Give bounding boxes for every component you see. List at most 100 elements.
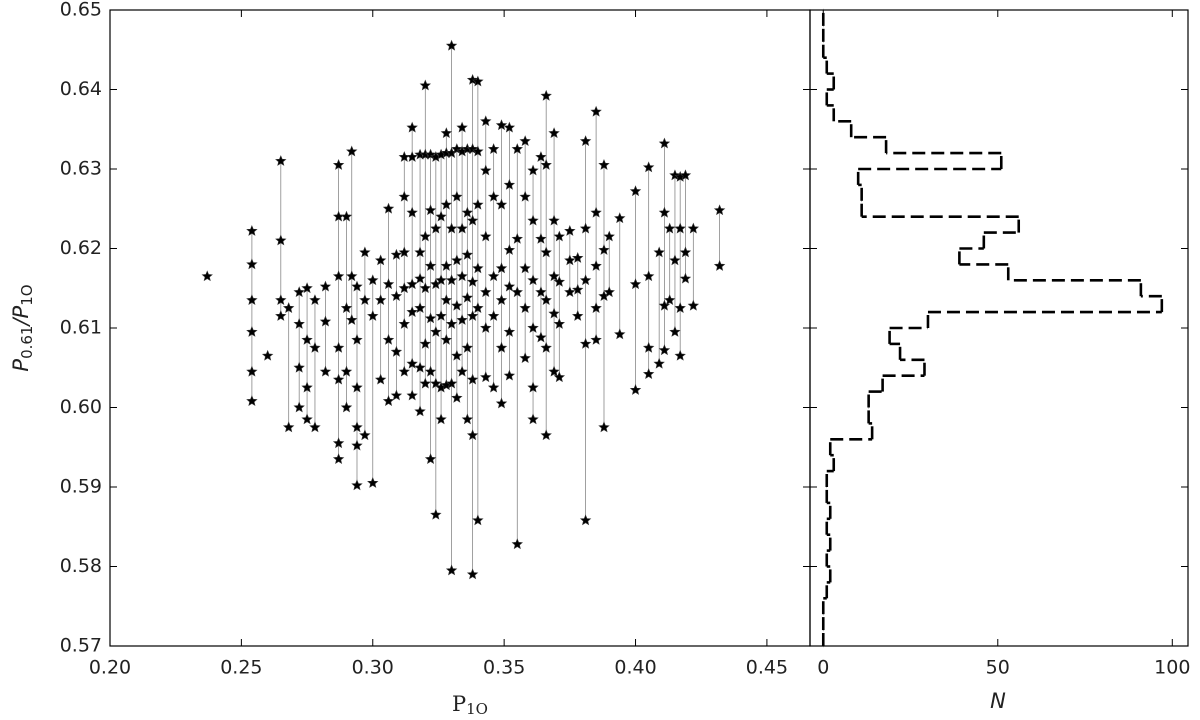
star-point xyxy=(456,222,468,234)
y-label-num: P xyxy=(9,359,33,372)
star-point xyxy=(332,437,345,449)
star-point xyxy=(503,244,516,255)
star-point xyxy=(301,413,313,425)
x-tick-label: 0.40 xyxy=(614,657,656,679)
star-point xyxy=(679,272,692,284)
star-point xyxy=(351,479,363,491)
star-point xyxy=(527,413,539,425)
star-point xyxy=(472,514,484,526)
x-tick-label: 0.35 xyxy=(483,657,525,679)
star-point xyxy=(687,299,700,311)
star-point xyxy=(564,254,576,266)
star-point xyxy=(435,413,447,425)
star-point xyxy=(642,161,655,173)
star-point xyxy=(309,421,321,433)
star-point xyxy=(495,294,508,306)
star-point xyxy=(653,246,665,258)
star-point xyxy=(246,258,258,270)
star-point xyxy=(480,286,492,298)
star-point xyxy=(527,214,539,226)
star-point xyxy=(579,222,592,234)
x-tick-label: 100 xyxy=(1154,657,1190,679)
star-point xyxy=(424,312,437,324)
star-point xyxy=(451,254,463,266)
star-point xyxy=(456,365,468,377)
star-point xyxy=(572,252,584,263)
star-point xyxy=(540,89,552,101)
star-point xyxy=(674,222,686,234)
star-point xyxy=(527,164,539,176)
star-point xyxy=(351,333,363,345)
star-point xyxy=(553,371,566,383)
star-point xyxy=(590,260,602,271)
star-point xyxy=(398,282,410,294)
y-label-den: /P xyxy=(9,305,33,327)
star-point xyxy=(461,341,474,353)
y-tick-label: 0.60 xyxy=(60,396,102,418)
star-point xyxy=(466,429,479,441)
star-point xyxy=(445,377,458,389)
star-point xyxy=(435,274,447,286)
star-point xyxy=(480,322,492,333)
y-tick-label: 0.57 xyxy=(60,635,102,657)
star-point xyxy=(419,79,432,91)
x-tick-label: 0.45 xyxy=(746,657,788,679)
star-point xyxy=(346,314,358,325)
star-point xyxy=(713,204,726,216)
star-point xyxy=(419,282,432,294)
star-point xyxy=(495,119,508,131)
x-tick-label: 0.25 xyxy=(220,657,262,679)
star-point xyxy=(332,453,345,465)
x-tick-label: 0.30 xyxy=(352,657,394,679)
star-point xyxy=(382,278,395,290)
star-point xyxy=(246,365,258,377)
star-point xyxy=(548,365,560,377)
star-point xyxy=(246,294,258,306)
star-point xyxy=(374,254,387,266)
star-point xyxy=(579,274,592,286)
star-point xyxy=(598,421,610,433)
star-point xyxy=(246,225,258,236)
star-point xyxy=(614,328,626,340)
star-point xyxy=(548,270,560,282)
star-point xyxy=(487,190,500,202)
star-point xyxy=(340,302,353,313)
star-point xyxy=(519,135,531,147)
star-point xyxy=(406,357,418,369)
star-point xyxy=(564,225,576,236)
star-point xyxy=(430,325,442,337)
star-point xyxy=(332,341,345,353)
star-point xyxy=(480,230,492,242)
star-point xyxy=(461,291,474,303)
star-point xyxy=(301,381,313,393)
star-point xyxy=(390,389,403,401)
star-point xyxy=(346,270,358,282)
star-point xyxy=(440,333,453,345)
star-point xyxy=(572,283,584,295)
star-point xyxy=(445,564,458,576)
star-point xyxy=(503,325,516,337)
star-point xyxy=(390,290,403,302)
star-point xyxy=(480,115,492,127)
star-point xyxy=(456,270,468,282)
star-point xyxy=(424,365,437,377)
star-point xyxy=(674,349,686,361)
y-tick-label: 0.63 xyxy=(60,158,102,180)
star-point xyxy=(351,381,363,393)
star-point xyxy=(367,274,379,286)
star-point xyxy=(590,206,602,218)
star-point xyxy=(374,294,387,306)
star-point xyxy=(658,299,671,311)
star-point xyxy=(519,190,531,202)
star-point xyxy=(466,373,479,385)
star-point xyxy=(540,159,552,170)
star-point xyxy=(653,357,665,369)
star-point xyxy=(382,202,395,214)
star-point xyxy=(540,246,552,258)
star-point xyxy=(398,318,410,329)
y-tick-label: 0.59 xyxy=(60,476,102,498)
star-point xyxy=(658,137,671,149)
star-point xyxy=(430,508,442,520)
star-point xyxy=(390,248,403,260)
star-point xyxy=(398,365,410,377)
